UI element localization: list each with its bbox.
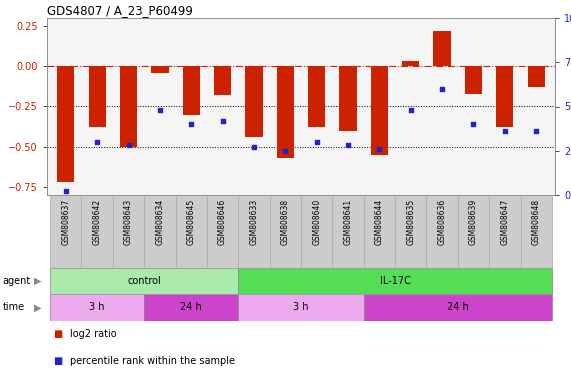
Text: IL-17C: IL-17C [380, 276, 411, 286]
Text: GSM808639: GSM808639 [469, 199, 478, 245]
Point [281, 148, 290, 154]
Bar [50, 268, 238, 294]
Text: ▶: ▶ [34, 303, 41, 313]
Bar [120, 66, 137, 147]
Text: GSM808637: GSM808637 [61, 199, 70, 245]
Point [124, 142, 133, 149]
Bar [427, 195, 458, 268]
Point [155, 107, 164, 113]
Bar [207, 195, 238, 268]
Text: percentile rank within the sample: percentile rank within the sample [70, 356, 235, 366]
Bar [521, 195, 552, 268]
Bar [50, 195, 82, 268]
Text: GSM808647: GSM808647 [500, 199, 509, 245]
Text: GSM808645: GSM808645 [187, 199, 196, 245]
Text: 3 h: 3 h [90, 303, 105, 313]
Bar [395, 195, 427, 268]
Bar [277, 66, 294, 158]
Bar [144, 294, 238, 321]
Bar [332, 195, 364, 268]
Bar [364, 195, 395, 268]
Text: ■: ■ [53, 329, 62, 339]
Bar [151, 66, 168, 73]
Point [437, 86, 447, 92]
Point [406, 107, 415, 113]
Text: GDS4807 / A_23_P60499: GDS4807 / A_23_P60499 [47, 4, 193, 17]
Bar [528, 66, 545, 87]
Point [218, 118, 227, 124]
Text: GSM808641: GSM808641 [344, 199, 352, 245]
Point [500, 128, 509, 134]
Text: GSM808634: GSM808634 [155, 199, 164, 245]
Point [375, 146, 384, 152]
Bar [458, 195, 489, 268]
Text: ▶: ▶ [34, 276, 41, 286]
Point [469, 121, 478, 127]
Text: GSM808643: GSM808643 [124, 199, 133, 245]
Bar [301, 195, 332, 268]
Bar [246, 66, 263, 137]
Bar [364, 294, 552, 321]
Bar [113, 195, 144, 268]
Text: GSM808648: GSM808648 [532, 199, 541, 245]
Bar [144, 195, 175, 268]
Text: ■: ■ [53, 356, 62, 366]
Text: GSM808640: GSM808640 [312, 199, 321, 245]
Point [532, 128, 541, 134]
Bar [371, 66, 388, 155]
Point [312, 139, 321, 145]
Bar [57, 66, 74, 182]
Bar [82, 195, 113, 268]
Text: GSM808644: GSM808644 [375, 199, 384, 245]
Bar [489, 195, 521, 268]
Bar [175, 195, 207, 268]
Bar [183, 66, 200, 114]
Text: 24 h: 24 h [180, 303, 202, 313]
Bar [496, 66, 513, 127]
Text: GSM808633: GSM808633 [250, 199, 259, 245]
Text: time: time [3, 303, 25, 313]
Text: GSM808636: GSM808636 [437, 199, 447, 245]
Bar [433, 31, 451, 66]
Bar [238, 294, 364, 321]
Bar [50, 294, 144, 321]
Point [61, 189, 70, 195]
Bar [465, 66, 482, 94]
Text: log2 ratio: log2 ratio [70, 329, 116, 339]
Text: GSM808635: GSM808635 [406, 199, 415, 245]
Text: GSM808646: GSM808646 [218, 199, 227, 245]
Point [93, 139, 102, 145]
Text: 3 h: 3 h [293, 303, 309, 313]
Text: 24 h: 24 h [447, 303, 469, 313]
Point [187, 121, 196, 127]
Bar [214, 66, 231, 95]
Bar [89, 66, 106, 127]
Bar [238, 195, 270, 268]
Text: GSM808642: GSM808642 [93, 199, 102, 245]
Bar [402, 61, 419, 66]
Bar [339, 66, 357, 131]
Text: agent: agent [3, 276, 31, 286]
Bar [270, 195, 301, 268]
Text: control: control [127, 276, 161, 286]
Point [344, 142, 353, 149]
Bar [238, 268, 552, 294]
Bar [308, 66, 325, 127]
Text: GSM808638: GSM808638 [281, 199, 290, 245]
Point [250, 144, 259, 150]
